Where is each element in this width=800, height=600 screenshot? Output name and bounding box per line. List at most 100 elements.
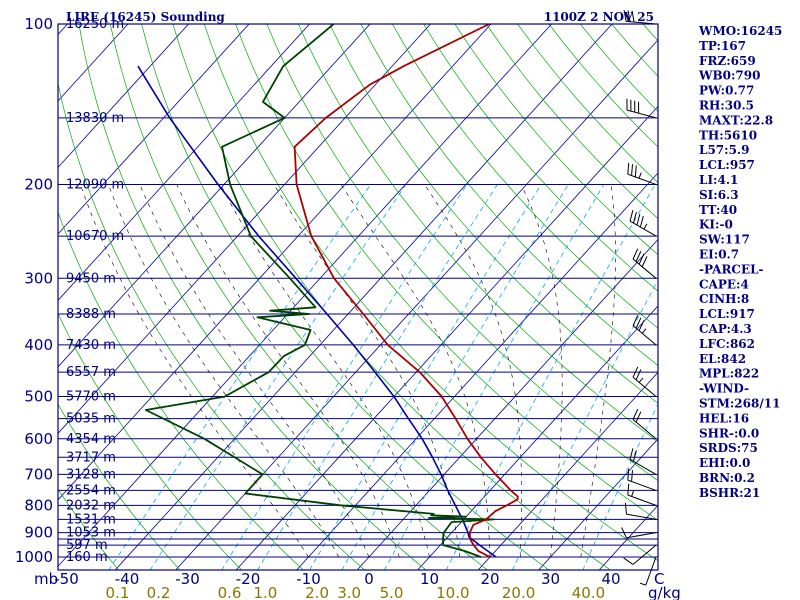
height-label: 7430 m xyxy=(66,338,116,353)
height-label: 597 m xyxy=(66,538,108,553)
isotherm-line xyxy=(58,24,311,302)
mixing-unit-label: g/kg xyxy=(648,584,681,600)
height-label: 10670 m xyxy=(66,229,124,244)
pressure-tick-label: 400 xyxy=(24,336,53,354)
index-line: BSHR:21 xyxy=(699,486,760,500)
pressure-tick-label: 500 xyxy=(24,388,53,406)
index-line: BRN:0.2 xyxy=(699,471,755,485)
isotherm-line xyxy=(356,238,658,570)
wind-barb xyxy=(632,366,657,397)
mixing-ratio-line xyxy=(445,184,656,570)
index-line: L57:5.9 xyxy=(699,143,749,157)
isotherm-line xyxy=(417,305,658,570)
wind-barb xyxy=(627,162,657,185)
moist-adiabat-line xyxy=(220,184,430,558)
mixing-ratio-line xyxy=(341,184,569,570)
index-line: RH:30.5 xyxy=(699,99,754,113)
index-line: STM:268/11 xyxy=(699,397,780,411)
mixing-ratio-label: 3.0 xyxy=(337,584,361,600)
height-label: 2554 m xyxy=(66,483,116,498)
dry-adiabat-line xyxy=(297,24,658,443)
wind-barb xyxy=(632,248,657,279)
mixing-ratio-line xyxy=(511,279,658,570)
height-label: 3128 m xyxy=(66,467,116,482)
index-line: KI:-0 xyxy=(699,218,733,232)
isotherm-line xyxy=(58,24,492,501)
pressure-tick-label: 900 xyxy=(24,524,53,542)
wind-barb xyxy=(629,209,657,237)
wind-barb xyxy=(632,315,657,346)
moist-adiabat-line xyxy=(424,184,522,557)
index-line: CAPE:4 xyxy=(699,277,749,291)
wind-barb xyxy=(627,468,657,491)
index-line: LCL:917 xyxy=(699,307,755,321)
mixing-ratio-line xyxy=(108,184,372,570)
height-label: 8388 m xyxy=(66,307,116,322)
mixing-ratio-label: 0.6 xyxy=(218,584,242,600)
height-label: 160 m xyxy=(66,550,108,565)
mixing-ratio-label: 0.1 xyxy=(106,584,130,600)
index-line: CAP:4.3 xyxy=(699,322,752,336)
index-line: WMO:16245 xyxy=(698,24,782,38)
dry-adiabat-line xyxy=(454,24,658,256)
wind-barb xyxy=(623,544,657,565)
index-line: TT:40 xyxy=(699,203,737,217)
isotherm-line xyxy=(296,172,658,570)
dry-adiabat-line xyxy=(329,24,658,404)
index-line: -PARCEL- xyxy=(699,262,764,276)
pressure-tick-label: 600 xyxy=(24,430,53,448)
dry-adiabat-line xyxy=(203,24,658,562)
moist-adiabat-line xyxy=(176,184,400,558)
index-line: SW:117 xyxy=(699,233,750,247)
height-label: 2032 m xyxy=(66,498,116,513)
dry-adiabat-line xyxy=(235,24,658,521)
wind-barb xyxy=(621,527,657,539)
mixing-ratio-line xyxy=(384,184,605,570)
dry-adiabat-line xyxy=(172,24,612,570)
index-line: CINH:8 xyxy=(699,292,749,306)
sounding-datetime: 1100Z 2 NOV 25 xyxy=(544,10,654,24)
index-line: SI:6.3 xyxy=(699,188,739,202)
index-line: TP:167 xyxy=(699,39,746,53)
mixing-ratio-label: 5.0 xyxy=(380,584,404,600)
isotherm-line xyxy=(235,105,658,570)
dry-adiabat-line xyxy=(548,24,658,148)
dry-adiabat-line xyxy=(391,24,658,329)
plot-frame xyxy=(57,23,659,571)
index-line: MPL:822 xyxy=(699,367,759,381)
wind-barb xyxy=(624,502,657,520)
pressure-tick-label: 300 xyxy=(24,269,53,287)
index-line: EHI:0.0 xyxy=(699,456,750,470)
moist-adiabat-line xyxy=(273,184,461,558)
index-line: PW:0.77 xyxy=(699,84,754,98)
mixing-ratio-label: 2.0 xyxy=(305,584,329,600)
isotherm-line xyxy=(0,12,18,570)
height-label: 1053 m xyxy=(66,526,116,541)
pressure-tick-label: 700 xyxy=(24,465,53,483)
isotherm-line xyxy=(58,24,371,368)
mixing-ratio-line xyxy=(257,184,498,570)
temperature-tick-label: 20 xyxy=(480,570,499,588)
index-line: TH:5610 xyxy=(699,128,757,142)
mixing-ratio-label: 40.0 xyxy=(572,584,605,600)
mixing-ratio-label: 0.2 xyxy=(147,584,171,600)
temperature-trace xyxy=(293,24,519,558)
dry-adiabat-line xyxy=(78,24,427,570)
temperature-tick-label: 40 xyxy=(601,570,620,588)
wind-barbs xyxy=(621,10,657,586)
stability-indices: WMO:16245TP:167FRZ:659WB0:790PW:0.77RH:3… xyxy=(698,24,782,500)
mixing-ratio-line xyxy=(149,184,407,570)
pressure-unit-label: mb xyxy=(34,570,58,588)
dewpoint-trace xyxy=(144,24,495,558)
index-line: LFC:862 xyxy=(699,337,755,351)
wind-barb xyxy=(627,483,657,506)
height-label: 5035 m xyxy=(66,412,116,427)
temperature-tick-label: 30 xyxy=(541,570,560,588)
temperature-tick-label: 0 xyxy=(364,570,374,588)
height-label: 13830 m xyxy=(66,111,124,126)
index-line: EL:842 xyxy=(699,352,746,366)
index-line: LI:4.1 xyxy=(699,173,738,187)
index-line: FRZ:659 xyxy=(699,54,756,68)
pressure-tick-label: 1000 xyxy=(15,548,53,566)
